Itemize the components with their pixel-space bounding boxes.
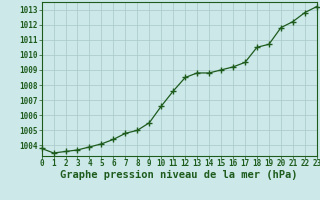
X-axis label: Graphe pression niveau de la mer (hPa): Graphe pression niveau de la mer (hPa) <box>60 170 298 180</box>
